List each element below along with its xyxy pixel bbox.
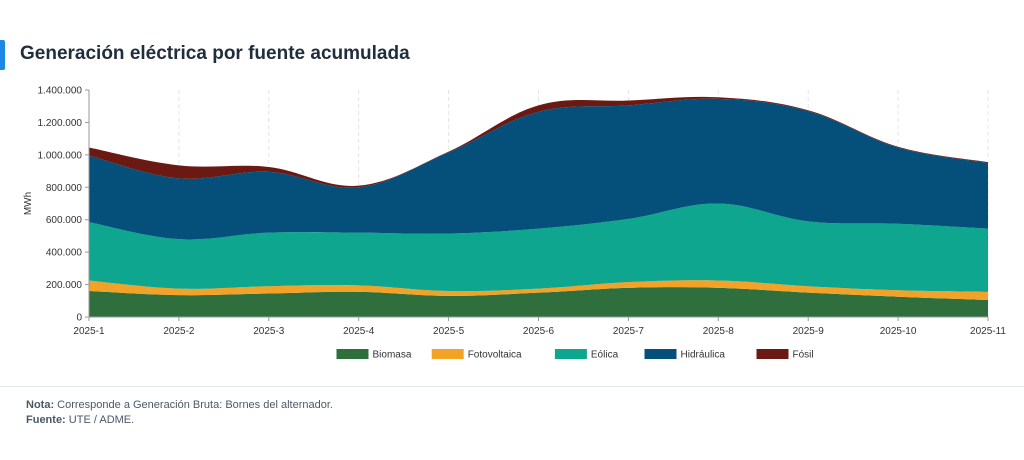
legend-label: Fósil <box>793 350 814 361</box>
y-tick-label: 200.000 <box>46 280 83 291</box>
note-label: Nota: <box>26 399 55 411</box>
y-tick-label: 1.200.000 <box>38 118 83 129</box>
area-fotovoltaica <box>89 280 988 300</box>
area-biomasa <box>89 287 988 317</box>
source-line: Fuente: UTE / ADME. <box>26 413 333 428</box>
stacked-area-chart: 0 200.000 400.000 600.000 800.000 1.000.000 1.… <box>23 86 1006 361</box>
legend-label: Eólica <box>591 350 619 361</box>
x-tick-label: 2025-5 <box>433 326 465 337</box>
y-tick-label: 800.000 <box>46 183 83 194</box>
y-tick-label: 0 <box>76 313 82 324</box>
source-text: UTE / ADME. <box>68 414 135 426</box>
x-tick-label: 2025-2 <box>163 326 195 337</box>
source-label: Fuente: <box>26 414 66 426</box>
legend-label: Hidráulica <box>681 350 726 361</box>
legend-swatch <box>336 349 369 359</box>
area-hidraulica <box>89 98 988 240</box>
x-tick-label: 2025-7 <box>613 326 645 337</box>
title-accent-bar <box>0 40 5 70</box>
x-tick-label: 2025-11 <box>970 326 1006 337</box>
legend-label: Fotovoltaica <box>468 350 522 361</box>
area-eolica <box>89 203 988 292</box>
x-tick-label: 2025-6 <box>523 326 555 337</box>
x-tick-label: 2025-1 <box>73 326 105 337</box>
y-tick-label: 1.400.000 <box>38 86 83 97</box>
legend-label: Biomasa <box>373 350 412 361</box>
divider <box>0 386 1024 387</box>
legend-swatch <box>644 349 677 359</box>
legend-swatch <box>554 349 587 359</box>
y-tick-label: 600.000 <box>46 215 83 226</box>
x-tick-label: 2025-9 <box>793 326 825 337</box>
legend-swatch <box>756 349 789 359</box>
y-axis-label: MWh <box>23 192 34 215</box>
note-line: Nota: Corresponde a Generación Bruta: Bo… <box>26 398 333 413</box>
note-text: Corresponde a Generación Bruta: Bornes d… <box>57 399 333 411</box>
y-tick-label: 1.000.000 <box>38 150 83 161</box>
x-tick-label: 2025-10 <box>880 326 917 337</box>
page-title: Generación eléctrica por fuente acumulad… <box>20 43 410 64</box>
x-tick-label: 2025-8 <box>703 326 735 337</box>
y-tick-label: 400.000 <box>46 248 83 259</box>
x-tick-label: 2025-4 <box>343 326 375 337</box>
notes-section: Nota: Corresponde a Generación Bruta: Bo… <box>26 398 333 428</box>
x-tick-label: 2025-3 <box>253 326 285 337</box>
legend-swatch <box>431 349 464 359</box>
